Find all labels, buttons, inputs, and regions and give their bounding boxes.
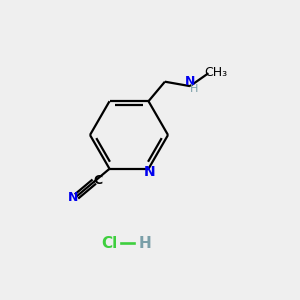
Text: N: N: [68, 191, 78, 204]
Text: H: H: [139, 236, 152, 250]
Text: N: N: [185, 75, 195, 88]
Text: N: N: [144, 165, 155, 179]
Text: C: C: [93, 174, 102, 187]
Text: Cl: Cl: [101, 236, 118, 250]
Text: CH₃: CH₃: [204, 66, 227, 79]
Text: H: H: [189, 84, 198, 94]
